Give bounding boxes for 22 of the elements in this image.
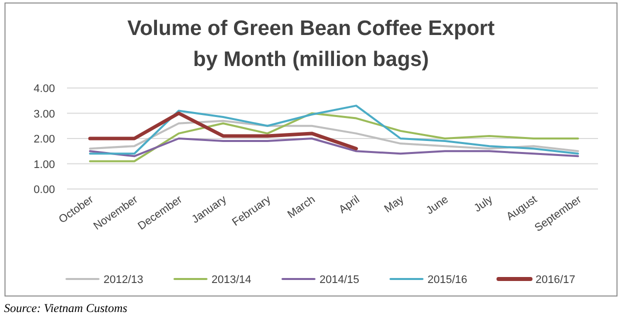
y-tick-label: 0.00	[34, 184, 55, 196]
legend-label: 2014/15	[320, 274, 360, 286]
legend-label: 2016/17	[536, 274, 576, 286]
x-tick-label: April	[336, 194, 362, 216]
line-series	[89, 112, 579, 162]
line-series	[89, 120, 579, 152]
legend-label: 2013/14	[212, 274, 252, 286]
line-series	[89, 104, 579, 155]
line-series	[88, 112, 358, 150]
x-tick-label: May	[382, 193, 407, 216]
y-tick-label: 2.00	[34, 134, 55, 146]
x-tick-label: July	[472, 193, 496, 215]
y-tick-label: 3.00	[34, 108, 55, 120]
legend-label: 2015/16	[428, 274, 468, 286]
chart-subtitle: by Month (million bags)	[193, 48, 429, 71]
legend-label: 2012/13	[104, 274, 144, 286]
y-tick-label: 1.00	[34, 158, 55, 171]
x-tick-label: June	[424, 194, 451, 218]
chart-title: Volume of Green Bean Coffee Export	[127, 17, 495, 40]
line-series	[89, 138, 579, 158]
y-tick-label: 4.00	[34, 83, 55, 95]
source-note: Source: Vietnam Customs	[4, 301, 128, 315]
